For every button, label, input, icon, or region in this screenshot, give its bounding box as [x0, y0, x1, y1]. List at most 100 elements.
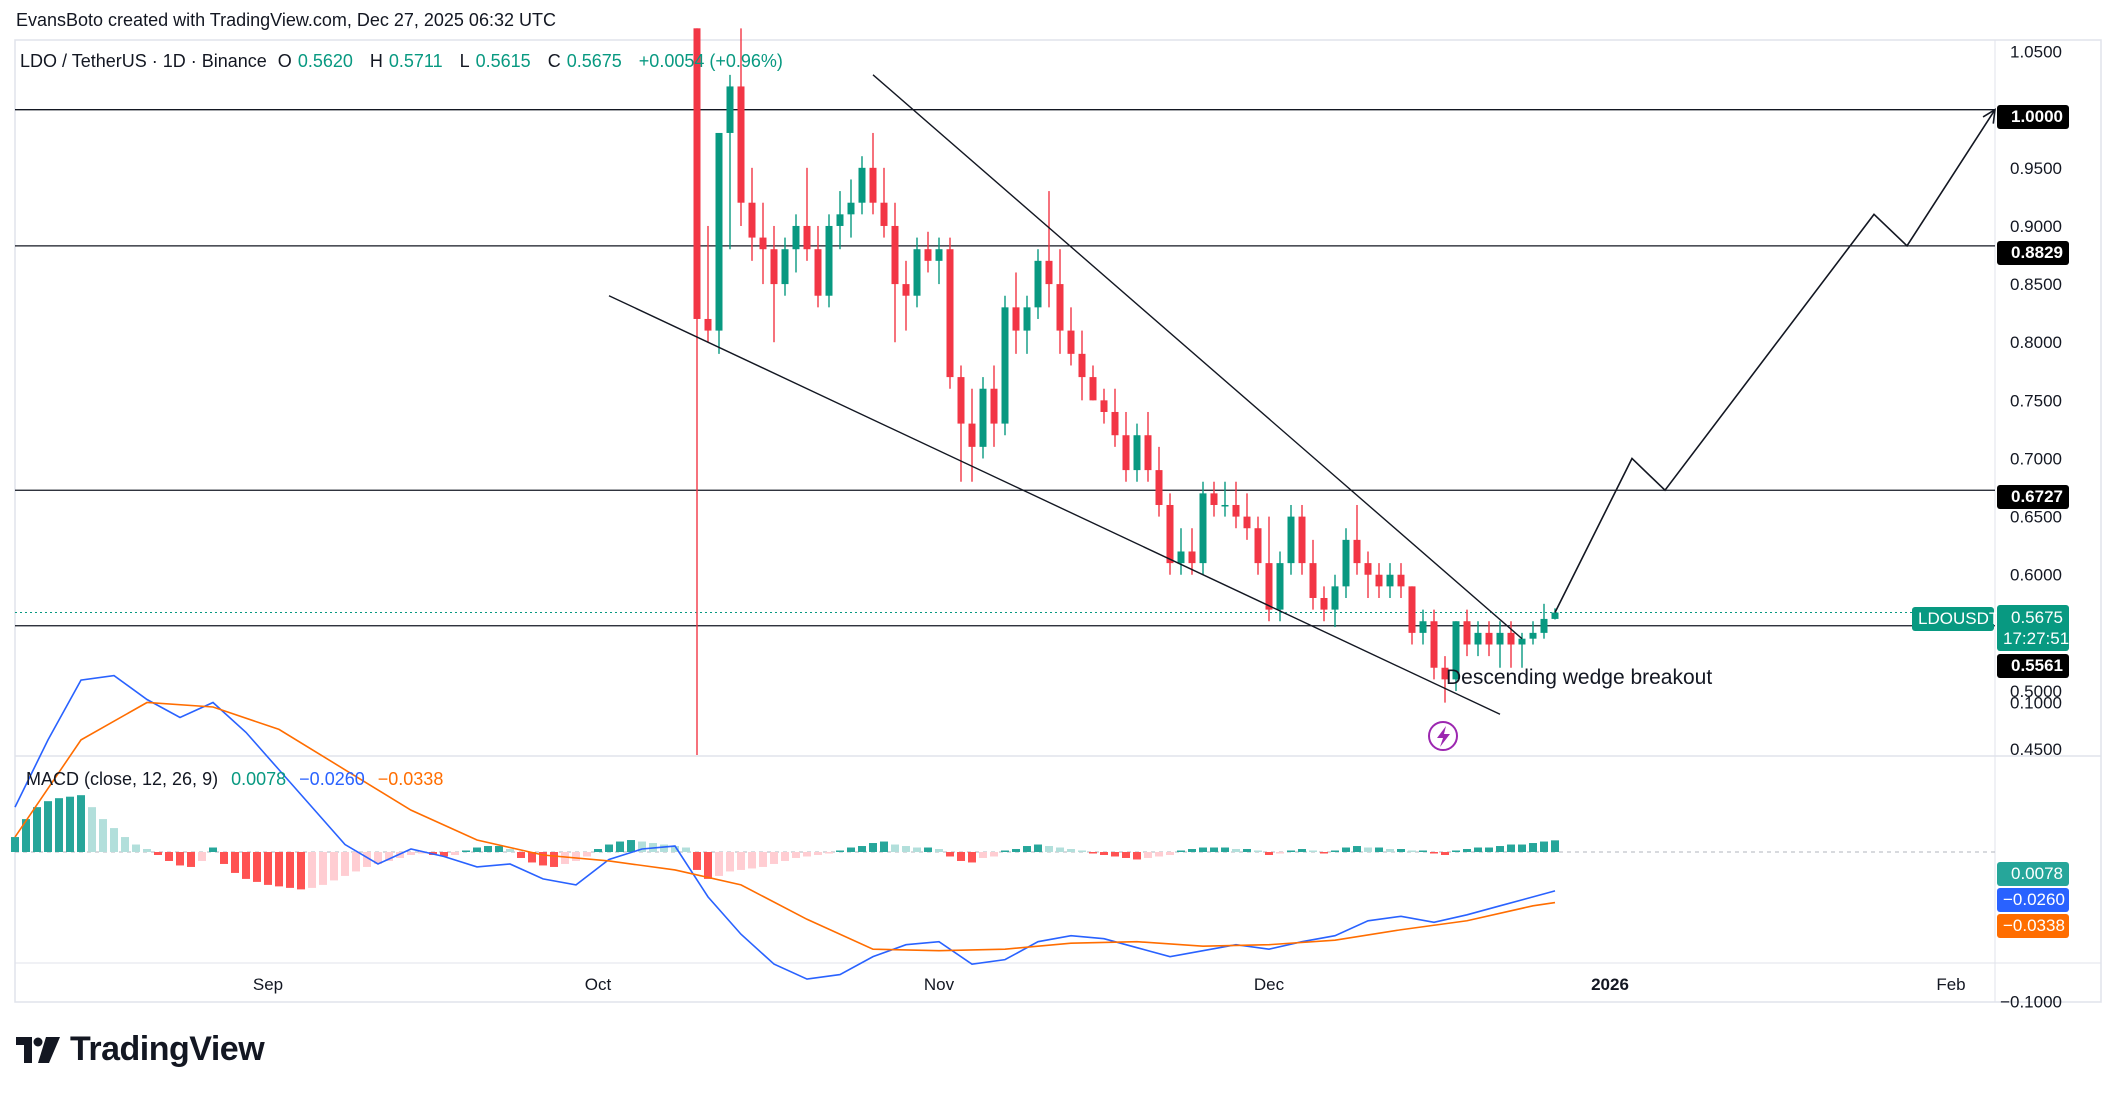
candle[interactable]: [924, 231, 932, 273]
candle[interactable]: [1100, 388, 1108, 424]
candle[interactable]: [1056, 249, 1064, 354]
candle[interactable]: [1353, 504, 1361, 575]
wedge-annotation[interactable]: Descending wedge breakout: [1446, 666, 1712, 689]
macd-histogram-bar: [803, 852, 811, 857]
candle[interactable]: [1342, 528, 1350, 598]
candle[interactable]: [1001, 295, 1009, 436]
candle[interactable]: [1254, 516, 1262, 575]
candle[interactable]: [979, 377, 987, 459]
candle[interactable]: [1364, 551, 1372, 598]
candle[interactable]: [1474, 621, 1482, 657]
candle[interactable]: [1034, 249, 1042, 319]
candle[interactable]: [847, 179, 855, 238]
macd-histogram-bar: [154, 852, 162, 855]
candle-body: [1496, 632, 1504, 645]
candle[interactable]: [1089, 365, 1097, 401]
candle[interactable]: [1144, 411, 1152, 482]
candle[interactable]: [803, 167, 811, 261]
candle[interactable]: [1441, 656, 1449, 703]
candle[interactable]: [1452, 621, 1460, 691]
macd-legend[interactable]: MACD (close, 12, 26, 9) 0.0078 −0.0260 −…: [26, 769, 443, 790]
candle-body: [1133, 435, 1141, 471]
candle[interactable]: [1408, 586, 1416, 645]
candle[interactable]: [1430, 609, 1438, 680]
candle[interactable]: [891, 202, 899, 343]
candle[interactable]: [737, 28, 745, 226]
candle[interactable]: [748, 167, 756, 261]
candle[interactable]: [946, 237, 954, 389]
candle[interactable]: [1397, 563, 1405, 598]
candle[interactable]: [1023, 295, 1031, 354]
candle[interactable]: [759, 202, 767, 285]
candle[interactable]: [1166, 493, 1174, 575]
candle[interactable]: [1122, 411, 1130, 482]
candle[interactable]: [1199, 481, 1207, 575]
candle[interactable]: [1463, 609, 1471, 657]
candle[interactable]: [704, 225, 712, 343]
candle[interactable]: [1276, 551, 1284, 622]
candle[interactable]: [814, 225, 822, 308]
symbol-name[interactable]: LDO / TetherUS · 1D · Binance: [20, 51, 267, 71]
macd-indicator-name[interactable]: MACD (close, 12, 26, 9): [26, 769, 219, 789]
candle[interactable]: [1221, 481, 1229, 517]
macd-histogram-bar: [715, 852, 723, 876]
candle[interactable]: [792, 214, 800, 273]
tradingview-logo[interactable]: TradingView: [16, 1030, 265, 1069]
candle[interactable]: [770, 225, 778, 343]
candle[interactable]: [935, 237, 943, 285]
candle[interactable]: [1386, 563, 1394, 598]
candle[interactable]: [957, 365, 965, 482]
candle[interactable]: [913, 237, 921, 308]
candle[interactable]: [990, 365, 998, 447]
candle[interactable]: [1111, 388, 1119, 447]
candle[interactable]: [1287, 504, 1295, 575]
candle[interactable]: [1298, 504, 1306, 575]
macd-histogram-bar: [1474, 847, 1482, 852]
candle[interactable]: [869, 132, 877, 215]
candle[interactable]: [1078, 330, 1086, 401]
candle[interactable]: [1210, 481, 1218, 517]
candle[interactable]: [715, 132, 723, 354]
wedge-upper-trendline[interactable]: [872, 74, 1523, 640]
macd-histogram-bar: [99, 819, 107, 852]
candle[interactable]: [1067, 307, 1075, 366]
candle-body: [1001, 307, 1009, 424]
candle[interactable]: [1331, 574, 1339, 628]
candle[interactable]: [1551, 608, 1559, 620]
candle[interactable]: [1320, 586, 1328, 622]
candle[interactable]: [781, 237, 789, 296]
candle[interactable]: [1496, 621, 1504, 668]
candle[interactable]: [726, 74, 734, 250]
candle[interactable]: [1375, 563, 1383, 598]
candle[interactable]: [1265, 516, 1273, 622]
candle[interactable]: [1045, 191, 1053, 308]
wedge-lower-trendline[interactable]: [608, 295, 1501, 715]
candle[interactable]: [858, 156, 866, 215]
macd-signal-badge: −0.0338: [1997, 914, 2069, 938]
candle[interactable]: [693, 28, 701, 755]
candle-body: [1056, 284, 1064, 331]
candle[interactable]: [1188, 528, 1196, 575]
candle[interactable]: [1243, 493, 1251, 540]
macd-histogram-bar: [737, 852, 745, 870]
candle[interactable]: [1309, 539, 1317, 610]
lightning-icon[interactable]: [1428, 721, 1458, 751]
candle[interactable]: [1177, 528, 1185, 575]
candle[interactable]: [1529, 621, 1537, 645]
candle[interactable]: [1419, 609, 1427, 645]
candle[interactable]: [836, 191, 844, 250]
candle[interactable]: [1485, 621, 1493, 657]
candle[interactable]: [825, 214, 833, 308]
macd-histogram-bar: [1496, 846, 1504, 852]
candle[interactable]: [902, 260, 910, 331]
candle[interactable]: [1232, 481, 1240, 529]
candle[interactable]: [1133, 423, 1141, 482]
candle-body: [1518, 638, 1526, 645]
candle[interactable]: [880, 167, 888, 238]
projection-path[interactable]: [1554, 109, 1996, 613]
candle[interactable]: [1540, 603, 1548, 639]
candle[interactable]: [1155, 446, 1163, 517]
candle[interactable]: [1012, 272, 1020, 354]
